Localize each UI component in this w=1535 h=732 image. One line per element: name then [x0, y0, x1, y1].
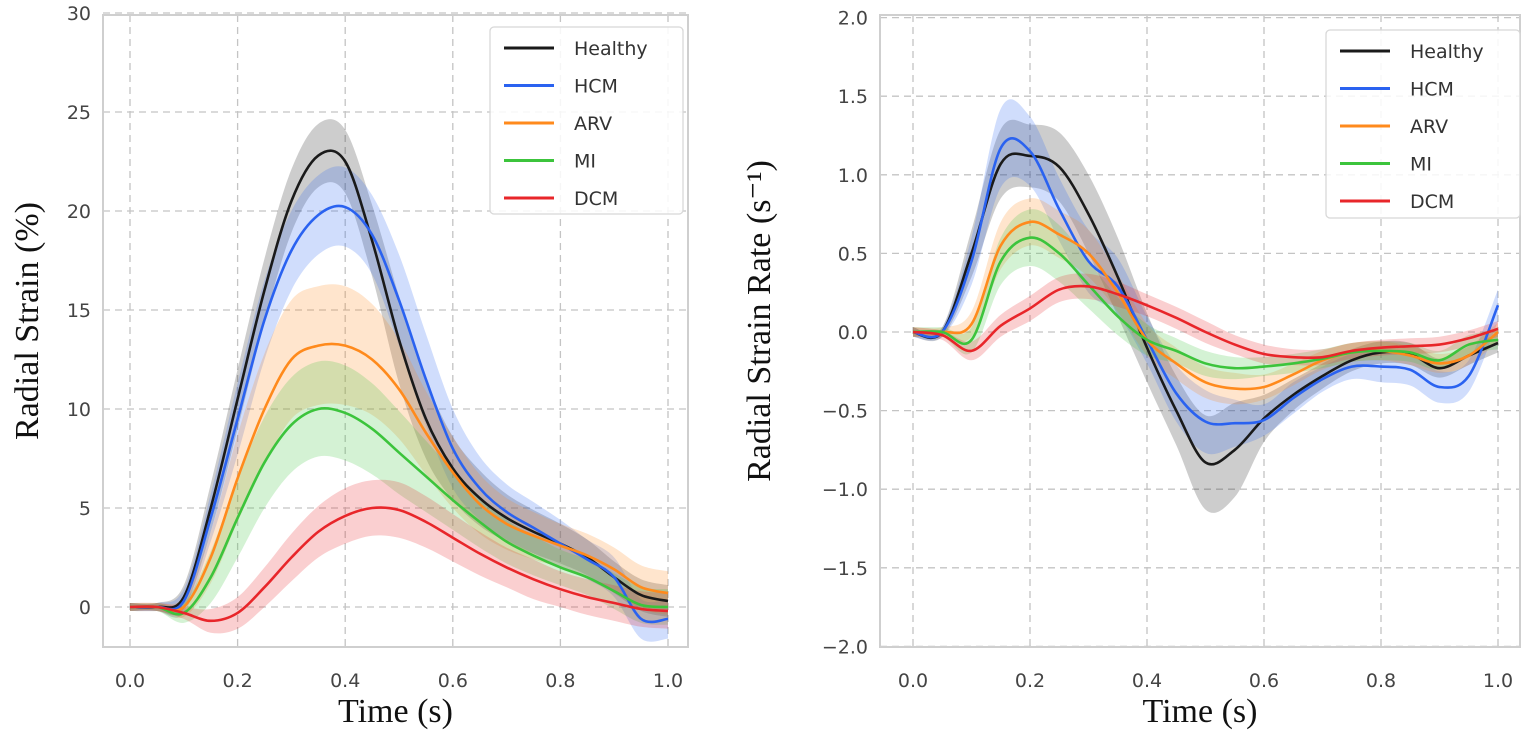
x-tick-label: 0.2: [222, 670, 252, 692]
x-tick-label: 1.0: [653, 670, 683, 692]
band-dcm: [130, 479, 668, 634]
y-tick-label: −0.5: [822, 401, 868, 423]
x-tick-label: 0.6: [1249, 670, 1279, 692]
plot-series: [912, 99, 1500, 513]
y-tick-label: 0: [79, 597, 91, 619]
x-tick-label: 0.4: [1132, 670, 1162, 692]
x-tick-label: 0.0: [898, 670, 928, 692]
y-tick-label: 10: [67, 399, 91, 421]
x-tick-label: 0.6: [438, 670, 468, 692]
plot-frame: [879, 14, 1521, 648]
y-tick-label: −2.0: [822, 636, 868, 658]
band-healthy: [913, 119, 1498, 513]
y-axis-title: Radial Strain Rate (s⁻¹): [741, 160, 778, 482]
legend-label-mi: MI: [574, 151, 596, 173]
legend-label-arv: ARV: [1410, 116, 1448, 138]
legend-label-arv: ARV: [574, 113, 612, 135]
line-dcm: [129, 506, 669, 623]
band-mi: [913, 209, 1498, 380]
legend: Healthy HCM ARV MI DCM: [1325, 29, 1521, 219]
y-tick-label: 20: [67, 201, 91, 223]
x-tick-label: 0.4: [330, 670, 360, 692]
band-hcm: [130, 166, 668, 642]
line-mi: [912, 236, 1499, 370]
line-arv: [129, 342, 669, 612]
band-mi: [130, 360, 668, 625]
y-tick-label: 30: [67, 3, 91, 25]
y-tick-label: 15: [67, 300, 91, 322]
x-tick-label: 0.2: [1015, 670, 1045, 692]
plot-frame: [102, 14, 689, 648]
line-arv: [912, 220, 1499, 391]
chart-panel-2: 0.0 0.2 0.4 0.6 0.8 1.0 −2.0 −1.5 −1.0 −0.5 0.0 0.5…: [741, 8, 1521, 730]
line-mi: [129, 407, 669, 616]
band-dcm: [913, 273, 1498, 366]
y-tick-label: 0.0: [838, 322, 868, 344]
chart-panel-1: 0.0 0.2 0.4 0.6 0.8 1.0 0 5 10 15 20 25 30 Healthy HCM…: [9, 3, 689, 730]
x-tick-label: 0.0: [115, 670, 145, 692]
y-tick-label: −1.0: [822, 479, 868, 501]
legend-label-healthy: Healthy: [1410, 41, 1484, 63]
x-tick-label: 1.0: [1483, 670, 1513, 692]
y-axis-title: Radial Strain (%): [9, 202, 46, 440]
band-healthy: [130, 119, 668, 617]
legend-label-mi: MI: [1410, 154, 1432, 176]
x-tick-label: 0.8: [545, 670, 575, 692]
y-tick-label: 1.0: [838, 165, 868, 187]
x-axis-title: Time (s): [1143, 693, 1258, 730]
legend-box: [1325, 29, 1521, 219]
legend-label-dcm: DCM: [1410, 191, 1454, 213]
x-tick-label: 0.8: [1366, 670, 1396, 692]
legend-label-hcm: HCM: [1410, 79, 1454, 101]
legend-label-dcm: DCM: [574, 188, 618, 210]
legend-label-healthy: Healthy: [574, 38, 648, 60]
line-hcm: [912, 137, 1500, 426]
legend-box: [489, 26, 684, 215]
y-tick-label: 25: [67, 102, 91, 124]
y-tick-label: 1.5: [838, 86, 868, 108]
y-tick-label: 2.0: [838, 8, 868, 30]
x-axis-title: Time (s): [338, 693, 453, 730]
legend-label-hcm: HCM: [574, 76, 618, 98]
plot-series: [129, 119, 669, 642]
y-tick-label: 0.5: [838, 243, 868, 265]
line-dcm: [912, 284, 1499, 360]
y-tick-label: −1.5: [822, 558, 868, 580]
legend: Healthy HCM ARV MI DCM: [489, 26, 684, 215]
y-tick-label: 5: [79, 498, 91, 520]
